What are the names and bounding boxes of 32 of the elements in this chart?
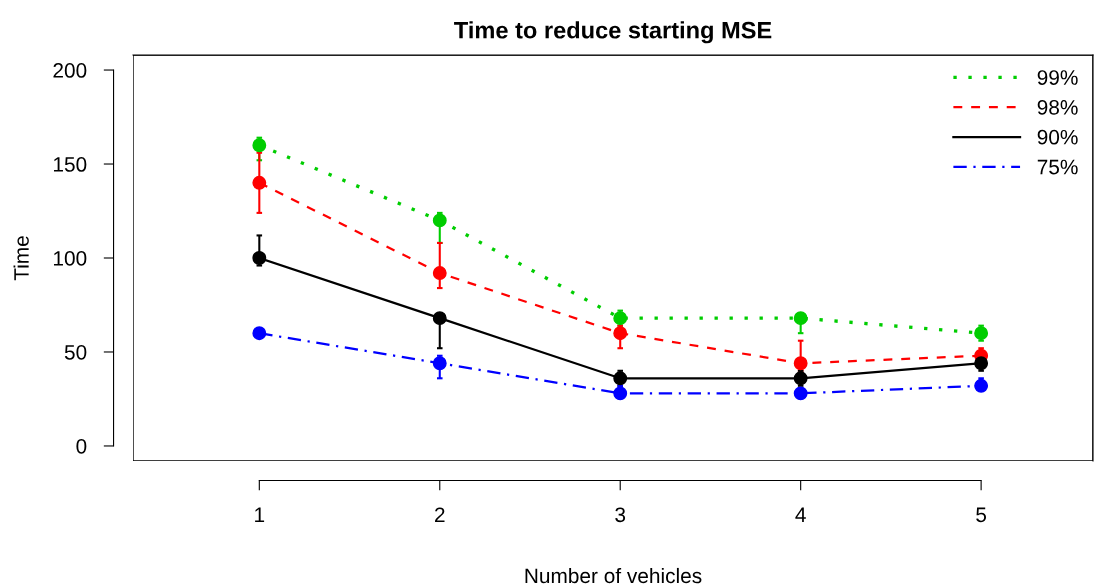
y-tick-label: 0 <box>76 438 87 454</box>
point <box>252 326 267 341</box>
x-tick-label: 1 <box>255 507 265 522</box>
x-tick-label: 4 <box>795 507 806 522</box>
chart-title: Time to reduce starting MSE <box>454 21 772 44</box>
point <box>252 175 267 190</box>
x-axis-title: Number of vehicles <box>525 567 702 584</box>
legend-label: 99% <box>1037 70 1078 85</box>
point <box>432 356 447 371</box>
point <box>432 213 447 228</box>
point <box>613 326 628 341</box>
point <box>793 311 808 326</box>
point <box>432 266 447 280</box>
point <box>252 138 267 153</box>
x-tick-label: 3 <box>615 507 626 523</box>
y-tick-label: 100 <box>54 251 87 266</box>
legend-label: 98% <box>1037 99 1078 115</box>
x-tick-label: 5 <box>976 507 987 523</box>
point <box>793 386 808 401</box>
point <box>974 356 989 371</box>
legend-label: 90% <box>1037 129 1078 145</box>
y-tick-label: 200 <box>53 63 87 78</box>
point <box>974 378 989 393</box>
y-axis-title: Time <box>13 236 29 281</box>
x-tick-label: 2 <box>435 507 445 522</box>
y-tick-label: 150 <box>54 157 87 172</box>
point <box>252 251 267 265</box>
point <box>974 326 989 341</box>
y-tick-label: 50 <box>64 344 87 360</box>
point <box>793 356 808 371</box>
point <box>432 311 447 326</box>
legend-label: 75% <box>1037 159 1078 175</box>
